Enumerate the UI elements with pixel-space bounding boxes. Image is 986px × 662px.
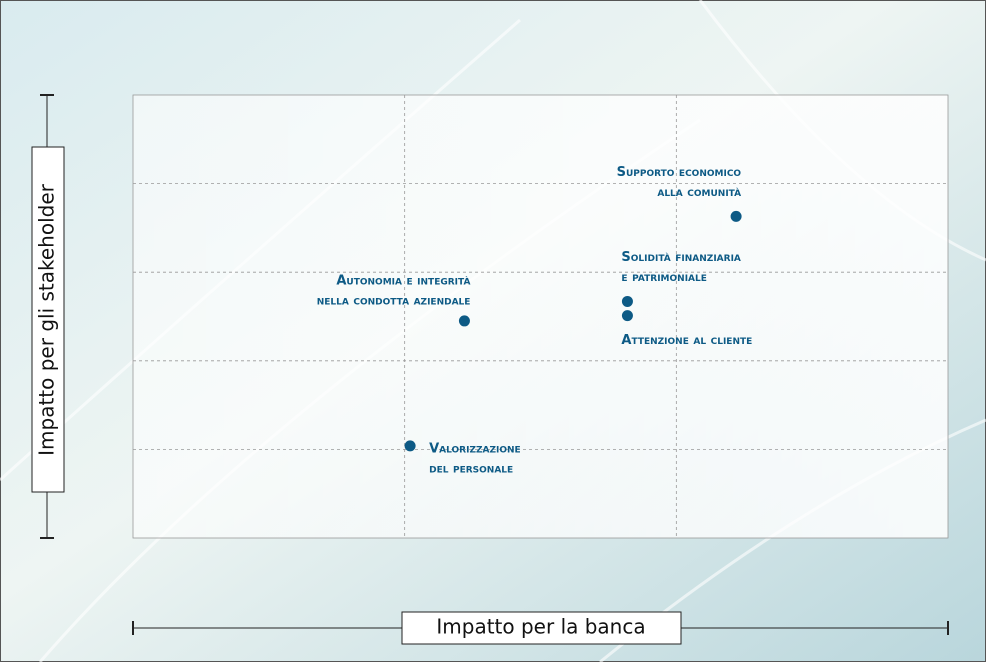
- point-label: Autonomia e integrità: [336, 273, 470, 288]
- point-label: Supporto economico: [617, 165, 742, 180]
- chart: Supporto economico alla comunità Solidità …: [0, 0, 986, 662]
- point-label: nella condotta aziendale: [317, 293, 471, 308]
- point: [459, 315, 470, 326]
- point-label: Solidità finanziaria: [621, 250, 740, 265]
- point-label: e patrimoniale: [621, 270, 706, 285]
- point: [731, 211, 742, 222]
- point-label: Valorizzazione: [429, 441, 521, 456]
- x-axis-title: Impatto per la banca: [436, 615, 645, 639]
- plot-area: [133, 95, 948, 538]
- point-label: Attenzione al cliente: [621, 333, 752, 348]
- point-label: del personale: [429, 461, 513, 476]
- y-axis-title: Impatto per gli stakeholder: [35, 183, 59, 456]
- point: [405, 440, 416, 451]
- point: [622, 296, 633, 307]
- point-label: alla comunità: [657, 185, 741, 200]
- point: [622, 310, 633, 321]
